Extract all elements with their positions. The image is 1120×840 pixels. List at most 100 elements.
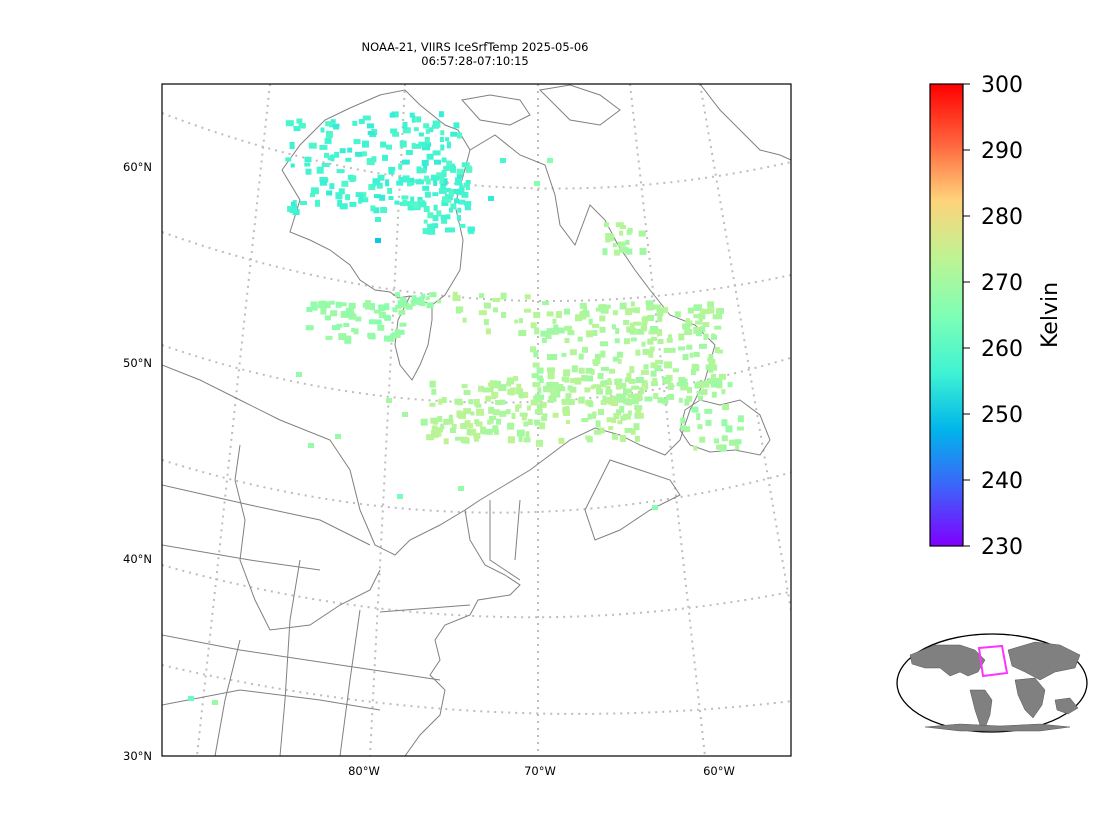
ice-temperature-pixel [338, 188, 345, 195]
ice-temperature-pixel [427, 212, 434, 219]
ice-temperature-pixel [469, 428, 477, 436]
ice-temperature-pixel [697, 424, 703, 430]
ice-temperature-pixel [429, 292, 437, 298]
ice-temperature-pixel [630, 325, 635, 331]
ice-temperature-pixel [615, 222, 624, 228]
ice-temperature-pixel [429, 381, 435, 388]
ice-temperature-pixel [377, 324, 385, 331]
ice-temperature-pixel [398, 163, 403, 170]
ice-temperature-pixel [440, 214, 446, 220]
ice-temperature-pixel [289, 142, 295, 149]
ice-temperature-pixel [708, 354, 714, 361]
ice-temperature-pixel [441, 157, 447, 163]
ice-temperature-pixel [376, 319, 382, 325]
colorbar-tick-label: 240 [981, 469, 1023, 494]
ice-temperature-pixel [325, 335, 333, 340]
ice-temperature-pixel [619, 405, 625, 413]
ice-temperature-pixel [630, 307, 638, 313]
ice-temperature-pixel [365, 305, 372, 310]
ice-temperature-pixel [422, 185, 430, 191]
ice-temperature-pixel [654, 365, 662, 372]
ice-temperature-pixel [566, 420, 570, 424]
ice-temperature-pixel [616, 393, 625, 400]
ice-temperature-pixel [349, 201, 357, 207]
ice-temperature-pixel [682, 323, 691, 330]
ice-temperature-pixel [402, 127, 411, 134]
ice-temperature-pixel [641, 380, 648, 388]
ice-temperature-pixel [411, 142, 416, 149]
ice-temperature-pixel [687, 307, 694, 314]
ice-temperature-pixel [501, 312, 507, 318]
ice-temperature-pixel [427, 223, 435, 230]
ice-temperature-pixel [334, 151, 340, 158]
ice-temperature-pixel [384, 303, 390, 311]
ice-temperature-pixel [674, 311, 681, 318]
ice-temperature-pixel [438, 398, 443, 405]
ice-temperature-pixel [440, 184, 447, 191]
ice-temperature-pixel [672, 368, 679, 373]
ice-temperature-pixel [647, 338, 652, 345]
ice-temperature-pixel [586, 330, 594, 338]
ice-temperature-pixel [401, 195, 409, 200]
ice-temperature-pixel [532, 382, 541, 388]
ice-temperature-pixel [488, 406, 495, 414]
ice-temperature-pixel [390, 128, 398, 134]
ice-temperature-pixel [571, 365, 578, 373]
ice-temperature-pixel [319, 177, 328, 182]
ice-temperature-pixel [464, 420, 471, 426]
ice-temperature-pixel [426, 153, 434, 160]
ice-temperature-pixel [375, 238, 381, 243]
ice-temperature-pixel [705, 419, 712, 426]
ice-temperature-pixel [379, 194, 386, 201]
ice-temperature-pixel [398, 177, 404, 183]
ice-temperature-pixel [611, 418, 617, 424]
inset-globe [896, 633, 1088, 733]
ice-temperature-pixel [635, 409, 642, 415]
ice-temperature-pixel [628, 328, 635, 334]
ice-temperature-pixel [612, 324, 616, 330]
ice-temperature-pixel [506, 381, 512, 387]
ice-temperature-pixel [686, 344, 693, 350]
ice-temperature-pixel [339, 148, 346, 154]
ice-temperature-pixel [366, 123, 374, 129]
ice-temperature-pixel [382, 314, 390, 319]
ice-temperature-pixel [707, 378, 712, 385]
ice-temperature-pixel [451, 424, 457, 429]
ice-temperature-pixel [383, 335, 391, 342]
ice-temperature-pixel [691, 363, 699, 370]
colorbar-tick-label: 250 [981, 403, 1023, 428]
ice-temperature-pixel [514, 319, 519, 324]
ice-temperature-pixel [625, 308, 633, 316]
ice-temperature-pixel [592, 359, 601, 365]
ice-temperature-pixel [485, 395, 492, 402]
ice-temperature-pixel [668, 334, 672, 339]
ice-temperature-pixel [482, 387, 490, 393]
ice-temperature-pixel [436, 430, 442, 437]
ice-temperature-pixel [474, 419, 480, 425]
ice-temperature-pixel [695, 320, 703, 325]
ice-temperature-pixel [612, 433, 618, 440]
ice-temperature-pixel [628, 378, 635, 384]
ice-temperature-pixel [457, 132, 463, 139]
ice-temperature-pixel [388, 166, 396, 171]
ice-temperature-pixel [364, 300, 371, 306]
ice-temperature-pixel [465, 183, 470, 191]
ice-temperature-pixel [596, 384, 602, 390]
ice-temperature-pixel [376, 182, 383, 189]
ice-temperature-pixel [687, 387, 692, 394]
ice-temperature-pixel [537, 387, 542, 394]
ice-temperature-pixel [622, 413, 631, 420]
ice-temperature-pixel [433, 204, 438, 211]
ice-temperature-pixel [436, 172, 443, 177]
ice-temperature-pixel [653, 393, 659, 400]
ice-temperature-pixel [523, 392, 529, 398]
ice-temperature-pixel [714, 315, 723, 320]
ice-temperature-pixel [422, 145, 430, 151]
ice-temperature-pixel [304, 156, 311, 161]
ice-temperature-pixel [534, 393, 541, 401]
ice-temperature-pixel [455, 436, 461, 441]
ice-temperature-pixel [636, 328, 645, 335]
ice-temperature-pixel [329, 300, 335, 305]
ice-temperature-pixel [699, 315, 703, 322]
ice-temperature-pixel [600, 400, 607, 406]
